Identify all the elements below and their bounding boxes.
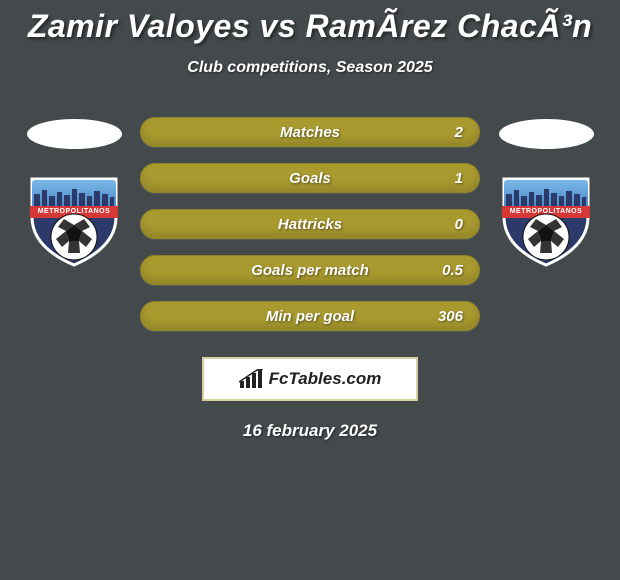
stat-label: Goals per match	[251, 262, 369, 279]
brand-box: FcTables.com	[202, 357, 418, 401]
player-left-club-badge: METROPOLITANOS	[24, 177, 124, 267]
date-label: 16 february 2025	[0, 421, 620, 441]
stat-bar: Matches2	[140, 117, 480, 147]
soccer-ball-icon	[50, 213, 98, 261]
brand-text: FcTables.com	[269, 369, 382, 389]
player-left-avatar	[27, 119, 122, 149]
stat-label: Min per goal	[266, 308, 354, 325]
stat-label: Goals	[289, 170, 331, 187]
player-right-column: METROPOLITANOS	[486, 117, 606, 267]
player-left-column: METROPOLITANOS	[14, 117, 134, 267]
stat-bar: Goals1	[140, 163, 480, 193]
stat-bar: Hattricks0	[140, 209, 480, 239]
stat-label: Matches	[280, 124, 340, 141]
stat-right-value: 1	[310, 170, 479, 187]
soccer-ball-icon	[522, 213, 570, 261]
badge-skyline	[32, 180, 116, 206]
subtitle: Club competitions, Season 2025	[0, 59, 620, 77]
stat-label: Hattricks	[278, 216, 342, 233]
stat-bar: Goals per match0.5	[140, 255, 480, 285]
stats-column: Matches2 Goals1 Hattricks0 Goals per match0…	[140, 117, 480, 331]
page-title: Zamir Valoyes vs RamÃ­rez ChacÃ³n	[0, 0, 620, 45]
player-right-avatar	[499, 119, 594, 149]
badge-skyline	[504, 180, 588, 206]
bar-chart-icon	[239, 369, 263, 389]
comparison-area: METROPOLITANOS Matches2 Goals1 Hattricks0 G…	[0, 117, 620, 331]
player-right-club-badge: METROPOLITANOS	[496, 177, 596, 267]
stat-bar: Min per goal306	[140, 301, 480, 331]
